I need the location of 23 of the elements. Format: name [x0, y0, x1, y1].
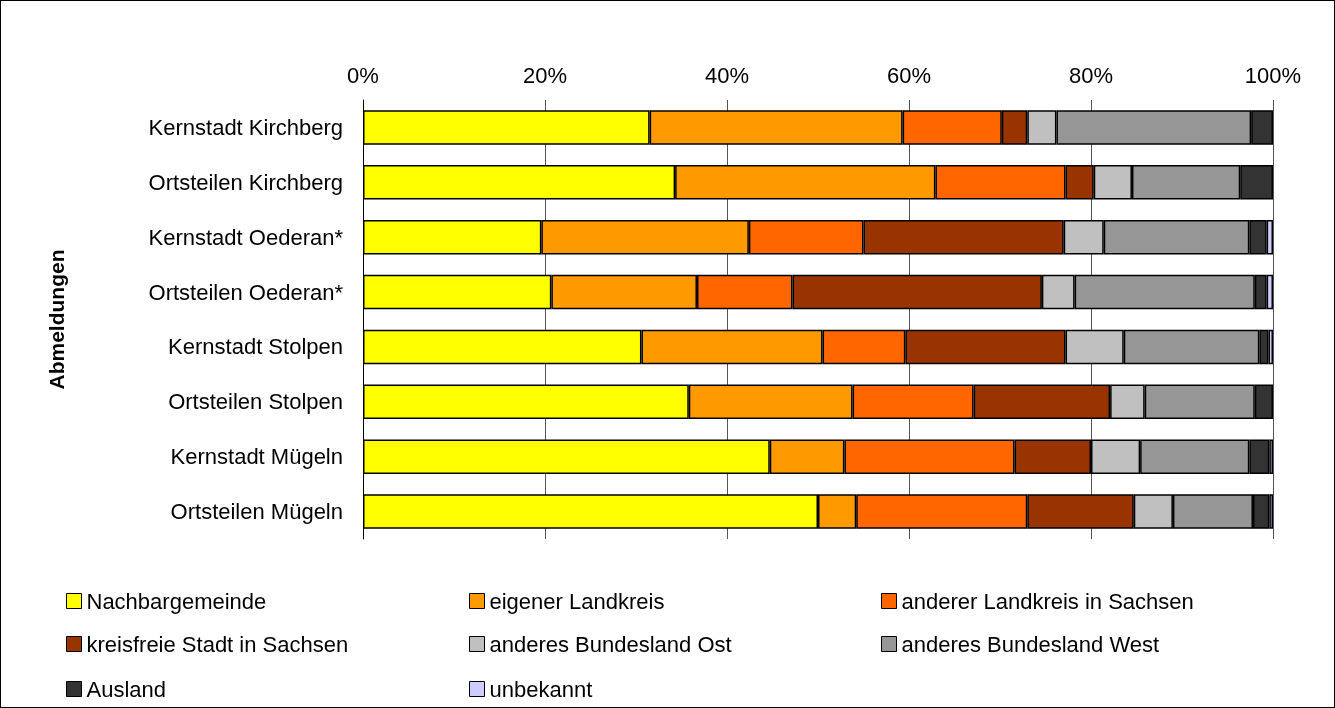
x-tick-label: 0% [347, 62, 379, 88]
legend-label: Nachbargemeinde [86, 588, 267, 614]
y-tick-label: Kernstadt Oederan* [148, 224, 344, 250]
legend-label: anderes Bundesland West [901, 631, 1160, 657]
legend-label: Ausland [86, 676, 167, 702]
x-tick-label: 20% [522, 62, 568, 88]
legend-label: eigener Landkreis [489, 588, 665, 614]
y-tick-label: Kernstadt Mügeln [170, 444, 343, 470]
y-tick-label: Kernstadt Stolpen [168, 334, 343, 360]
y-tick-label: Ortsteilen Oederan* [148, 279, 344, 305]
y-tick-label: Ortsteilen Mügeln [170, 499, 343, 525]
y-tick-label: Ortsteilen Stolpen [168, 389, 343, 415]
legend-label: anderes Bundesland Ost [489, 631, 732, 657]
y-tick-label: Ortsteilen Kirchberg [148, 169, 343, 195]
legend-label: anderer Landkreis in Sachsen [901, 588, 1194, 614]
x-tick-label: 80% [1068, 62, 1114, 88]
x-tick-label: 100% [1244, 62, 1302, 88]
y-axis-title: Abmeldungen [45, 249, 68, 390]
x-tick-label: 60% [886, 62, 932, 88]
y-tick-label: Kernstadt Kirchberg [148, 114, 343, 140]
legend-label: unbekannt [489, 676, 593, 702]
legend-label: kreisfreie Stadt in Sachsen [86, 631, 349, 657]
x-tick-label: 40% [704, 62, 750, 88]
